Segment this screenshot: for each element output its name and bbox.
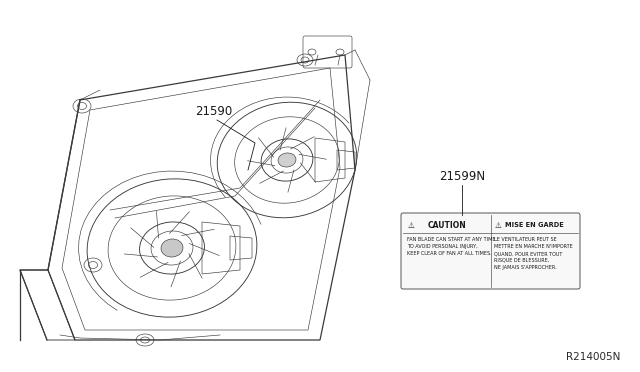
Text: CAUTION: CAUTION [428, 221, 466, 230]
Text: 21599N: 21599N [439, 170, 485, 183]
Ellipse shape [161, 239, 183, 257]
Text: R214005N: R214005N [566, 352, 620, 362]
Text: LE VENTILATEUR PEUT SE
METTRE EN MARCHE N'IMPORTE
QUAND. POUR EVITER TOUT
RISQUE: LE VENTILATEUR PEUT SE METTRE EN MARCHE … [495, 237, 573, 270]
Ellipse shape [278, 153, 296, 167]
FancyBboxPatch shape [401, 213, 580, 289]
Text: FAN BLADE CAN START AT ANY TIME.
TO AVOID PERSONAL INJURY,
KEEP CLEAR OF FAN AT : FAN BLADE CAN START AT ANY TIME. TO AVOI… [407, 237, 497, 256]
Text: MISE EN GARDE: MISE EN GARDE [505, 222, 564, 228]
Text: 21590: 21590 [195, 105, 232, 118]
Text: ⚠: ⚠ [495, 221, 502, 230]
Text: ⚠: ⚠ [408, 221, 415, 230]
